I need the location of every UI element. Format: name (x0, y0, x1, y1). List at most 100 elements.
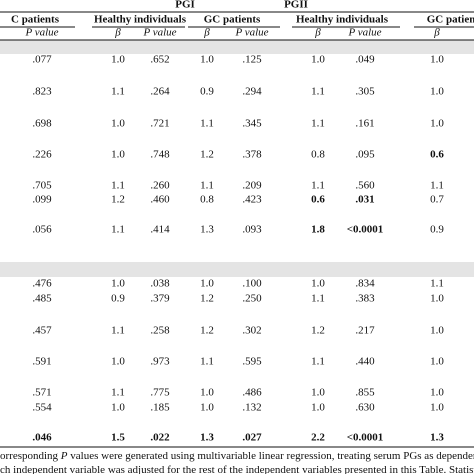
subgroup-header: Healthy individuals (94, 14, 187, 26)
table-cell: .486 (242, 387, 262, 399)
table-cell: 1.3 (200, 432, 214, 444)
table-cell: 1.0 (200, 387, 214, 399)
table-cell: .038 (150, 278, 170, 290)
table-cell: 1.0 (200, 278, 214, 290)
table-cell: 1.0 (430, 356, 444, 368)
table-cell: .027 (242, 432, 262, 444)
subgroup-header: GC patients (204, 14, 261, 26)
table-cell: .185 (150, 402, 170, 414)
table-cell: .834 (355, 278, 375, 290)
table-cell: 1.0 (111, 149, 125, 161)
group-header: PGI (175, 0, 195, 11)
group-header: PGII (284, 0, 308, 11)
table-cell: .973 (150, 356, 170, 368)
table-cell: .748 (150, 149, 170, 161)
section-band (0, 262, 474, 277)
table-cell: 1.1 (111, 86, 125, 98)
table-cell: .056 (32, 224, 52, 236)
table-cell: 0.9 (111, 293, 125, 305)
table-cell: <0.0001 (347, 224, 384, 236)
table-cell: 0.9 (200, 86, 214, 98)
table-cell: 1.1 (200, 118, 214, 130)
table-cell: 1.1 (430, 180, 444, 192)
table-cell: .652 (150, 54, 169, 66)
table-cell: .571 (32, 387, 51, 399)
table-cell: 1.0 (200, 402, 214, 414)
footnote-text: orresponding (0, 450, 61, 462)
table-cell: 0.9 (430, 224, 444, 236)
table-cell: 0.8 (311, 149, 325, 161)
table-cell: 0.6 (430, 149, 444, 161)
table-cell: .095 (355, 149, 375, 161)
subgroup-header: Healthy individuals (296, 14, 389, 26)
table-cell: .258 (150, 325, 170, 337)
table-cell: .093 (242, 224, 262, 236)
table-cell: 1.8 (311, 224, 325, 236)
table-cell: .305 (355, 86, 375, 98)
table-cell: 1.5 (111, 432, 125, 444)
table-cell: .099 (32, 194, 52, 206)
table-cell: .132 (242, 402, 261, 414)
table-cell: .031 (355, 194, 374, 206)
table-cell: .049 (355, 54, 375, 66)
footnote-line: ch independent variable was adjusted for… (0, 464, 474, 474)
table-cell: 1.0 (200, 54, 214, 66)
table-cell: .046 (32, 432, 52, 444)
table-cell: 1.1 (311, 118, 325, 130)
table-cell: .077 (32, 54, 52, 66)
column-header: P value (347, 27, 381, 39)
table-cell: 1.1 (111, 387, 125, 399)
table-cell: 0.6 (311, 194, 325, 206)
table-cell: 1.1 (111, 224, 125, 236)
table-cell: .457 (32, 325, 52, 337)
table-cell: .125 (242, 54, 262, 66)
table-cell: .591 (32, 356, 51, 368)
table-cell: 1.0 (111, 356, 125, 368)
table-cell: .595 (242, 356, 262, 368)
table-cell: .250 (242, 293, 262, 305)
table-cell: .345 (242, 118, 262, 130)
table-cell: 1.0 (430, 54, 444, 66)
table-cell: .560 (355, 180, 375, 192)
table-cell: .022 (150, 432, 170, 444)
column-header: β (314, 27, 321, 39)
table-cell: .226 (32, 149, 52, 161)
table-cell: .460 (150, 194, 170, 206)
table-cell: 2.2 (311, 432, 325, 444)
table-cell: 1.3 (200, 224, 214, 236)
table-cell: 1.1 (311, 180, 325, 192)
table-cell: .161 (355, 118, 374, 130)
table-cell: 1.1 (200, 180, 214, 192)
table-cell: .302 (242, 325, 261, 337)
table-cell: .414 (150, 224, 170, 236)
table-cell: 1.0 (111, 402, 125, 414)
footnote-text: values were generated using multivariabl… (68, 450, 474, 462)
table-cell: .378 (242, 149, 262, 161)
table-cell: .260 (150, 180, 170, 192)
footnote-text: P (60, 450, 68, 462)
column-header: β (114, 27, 121, 39)
table-cell: .264 (150, 86, 170, 98)
table-cell: 1.2 (200, 293, 214, 305)
table-cell: .855 (355, 387, 375, 399)
table-cell: .630 (355, 402, 375, 414)
table-cell: .217 (355, 325, 375, 337)
table-cell: .209 (242, 180, 262, 192)
column-header: P value (234, 27, 268, 39)
column-header: P value (142, 27, 176, 39)
table-cell: 1.2 (200, 149, 214, 161)
table-cell: 0.8 (200, 194, 214, 206)
table-cell: .383 (355, 293, 375, 305)
table-cell: 1.3 (430, 432, 444, 444)
table-cell: 1.0 (430, 86, 444, 98)
table-cell: .823 (32, 86, 52, 98)
table-cell: 1.0 (111, 54, 125, 66)
table-cell: 1.0 (430, 387, 444, 399)
table-cell: 1.0 (311, 402, 325, 414)
table-cell: .775 (150, 387, 170, 399)
footnote-line: orresponding P values were generated usi… (0, 450, 474, 462)
table-cell: .485 (32, 293, 52, 305)
table-cell: .379 (150, 293, 170, 305)
